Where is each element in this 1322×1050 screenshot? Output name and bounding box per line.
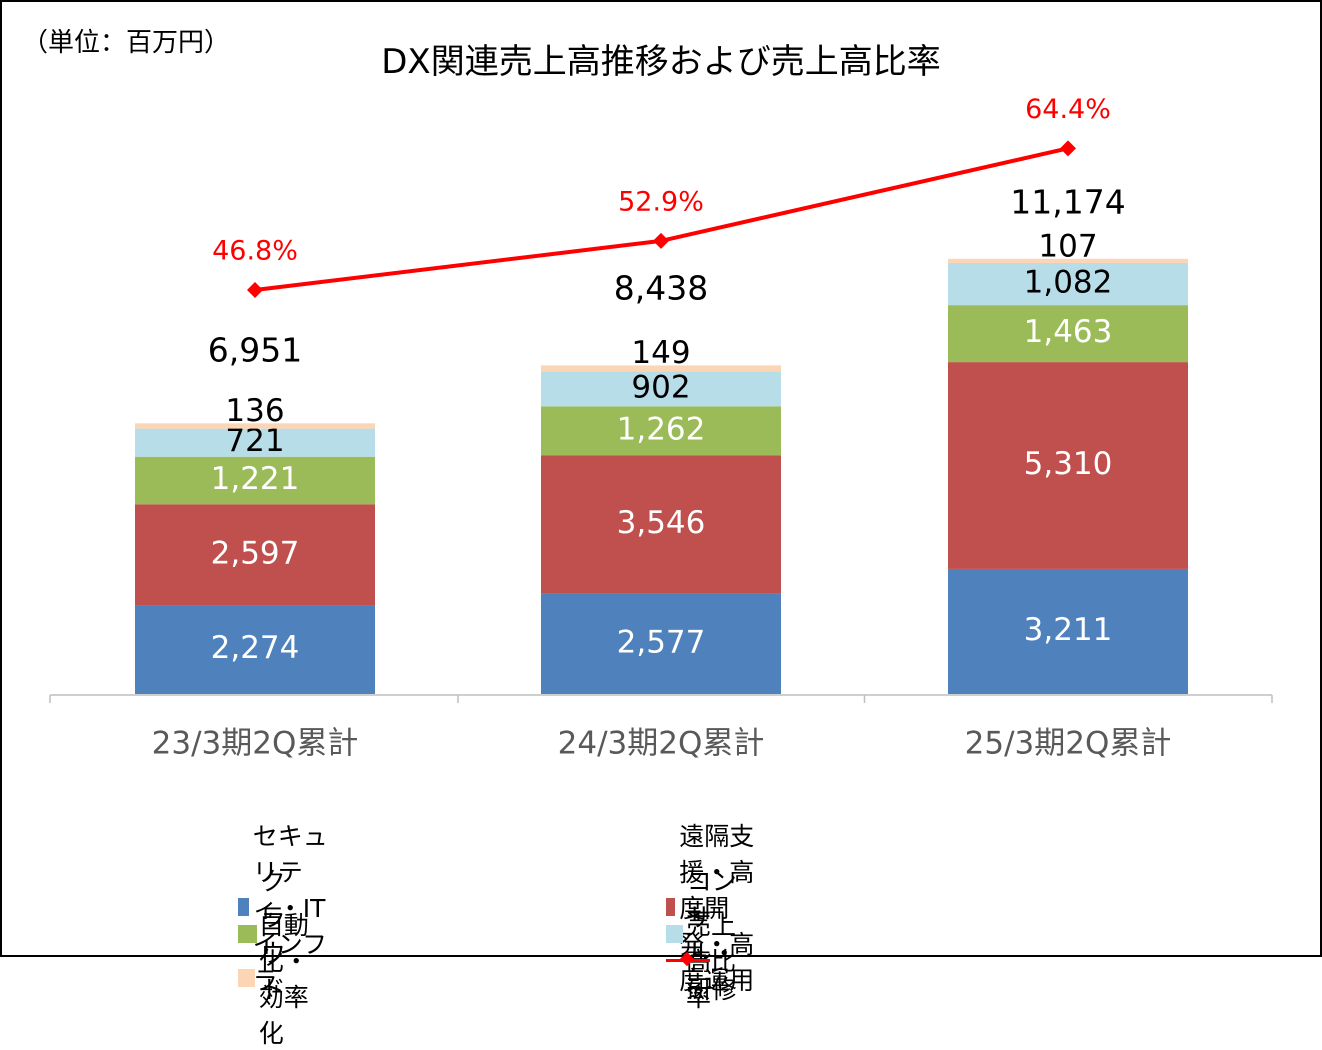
- bar-3-2: [948, 262, 1188, 306]
- ratio-label-2: 64.4%: [1025, 94, 1111, 125]
- bar-label-1-2: 5,310: [1024, 446, 1113, 482]
- bar-label-2-2: 1,463: [1024, 314, 1113, 350]
- bar-2-2: [948, 305, 1188, 363]
- bar-label-0-2: 3,211: [1024, 612, 1113, 648]
- bar-label-1-1: 3,546: [617, 505, 706, 541]
- bar-4-1: [541, 365, 781, 372]
- total-label-0: 6,951: [208, 331, 302, 370]
- bar-3-0: [135, 428, 375, 457]
- bar-4-2: [948, 258, 1188, 263]
- bar-3-1: [541, 371, 781, 407]
- chart-title: DX関連売上高推移および売上高比率: [381, 42, 941, 82]
- bar-label-3-1: 902: [631, 369, 690, 405]
- bar-label-2-0: 1,221: [211, 461, 300, 497]
- legend-swatch-4: [238, 969, 255, 987]
- ratio-marker-0: [247, 282, 263, 298]
- bar-label-4-1: 149: [631, 335, 690, 371]
- bar-1-2: [948, 362, 1188, 569]
- legend-swatch-3: [666, 925, 683, 943]
- bar-1-0: [135, 504, 375, 606]
- bar-label-3-2: 1,082: [1024, 265, 1113, 301]
- x-tick-label-0: 23/3期2Q累計: [152, 726, 359, 762]
- bar-0-0: [135, 605, 375, 694]
- ratio-marker-1: [653, 232, 669, 249]
- bar-label-0-0: 2,274: [211, 630, 300, 666]
- bar-2-1: [541, 406, 781, 456]
- bar-label-4-0: 136: [225, 393, 284, 429]
- bar-label-4-2: 107: [1038, 228, 1097, 264]
- ratio-label-1: 52.9%: [618, 186, 704, 217]
- bar-label-3-0: 721: [225, 423, 284, 459]
- legend-line-marker: [666, 951, 710, 969]
- bar-0-2: [948, 568, 1188, 694]
- bar-4-0: [135, 423, 375, 429]
- legend-item-4: 自動化・効率化: [238, 906, 332, 1050]
- bar-label-1-0: 2,597: [211, 535, 300, 571]
- bar-1-1: [541, 455, 781, 594]
- legend-swatch-1: [666, 898, 676, 916]
- unit-label: （単位：百万円）: [22, 28, 231, 58]
- legend-swatch-2: [238, 925, 257, 943]
- total-label-2: 11,174: [1010, 183, 1125, 222]
- legend-item-ratio: 売上高比率: [666, 906, 737, 1014]
- bar-2-0: [135, 456, 375, 505]
- bar-0-1: [541, 593, 781, 694]
- x-tick-label-1: 24/3期2Q累計: [558, 726, 765, 762]
- total-label-1: 8,438: [614, 269, 708, 308]
- x-tick-label-2: 25/3期2Q累計: [965, 726, 1172, 762]
- ratio-label-0: 46.8%: [212, 236, 298, 267]
- bar-label-0-1: 2,577: [617, 624, 706, 660]
- legend-label-4: 自動化・効率化: [258, 911, 309, 1048]
- legend-swatch-0: [238, 898, 249, 916]
- bar-label-2-1: 1,262: [617, 411, 706, 447]
- ratio-marker-2: [1060, 140, 1076, 157]
